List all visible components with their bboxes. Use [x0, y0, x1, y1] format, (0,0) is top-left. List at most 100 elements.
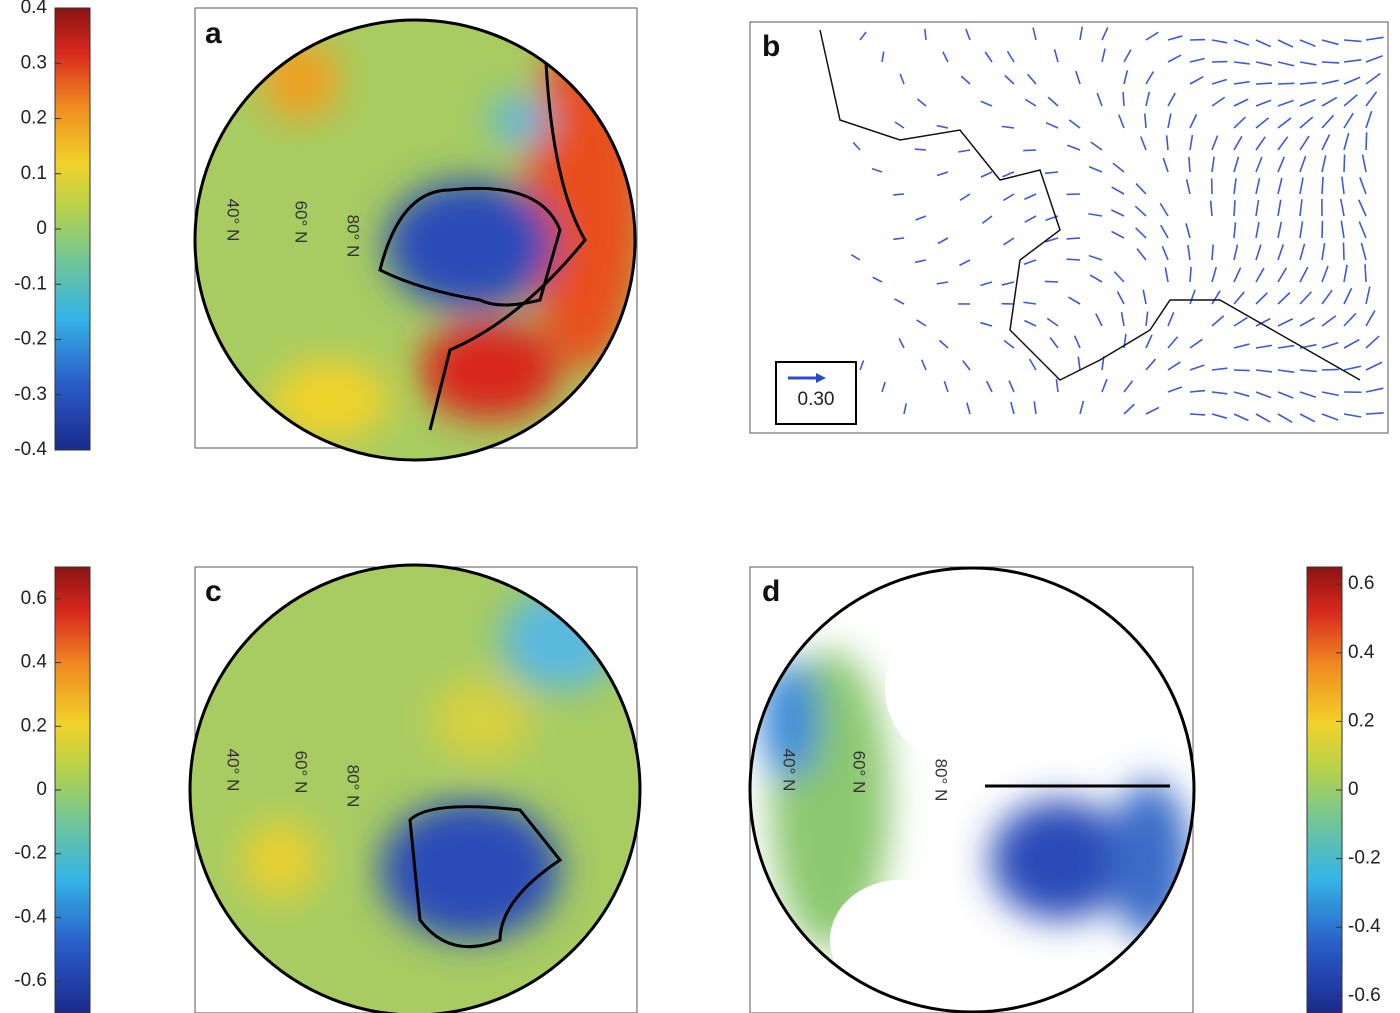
vector-arrow — [1365, 387, 1384, 393]
vector-arrow — [936, 281, 949, 285]
vector-arrow — [962, 360, 971, 371]
vector-arrow — [872, 276, 883, 283]
vector-arrow — [1073, 335, 1081, 349]
vector-arrow — [1113, 271, 1125, 283]
vector-arrow — [1255, 136, 1266, 151]
vector-arrow — [1299, 221, 1304, 239]
vector-arrow — [1145, 334, 1153, 349]
vector-arrow — [1321, 341, 1339, 349]
vector-arrow — [1233, 135, 1243, 151]
vector-arrow — [1343, 413, 1362, 418]
tick-label: 0.2 — [1348, 710, 1374, 731]
latitude-label: 60° N — [850, 751, 869, 794]
tick-label: -0.6 — [1348, 985, 1381, 1006]
tick-label: -0.4 — [14, 439, 47, 460]
vector-arrow — [881, 51, 885, 63]
vector-arrow — [1343, 287, 1353, 305]
vector-arrow — [1343, 112, 1354, 129]
vector-arrow — [1211, 266, 1218, 283]
vector-arrow — [1233, 222, 1237, 239]
vector-arrow — [1255, 244, 1262, 261]
vector-arrow — [1024, 98, 1037, 107]
tick-label: 0 — [36, 779, 47, 800]
vector-arrow — [1116, 291, 1125, 305]
vector-arrow — [1075, 70, 1081, 85]
latitude-label: 80° N — [932, 759, 951, 802]
vector-arrow — [1233, 343, 1250, 349]
vector-arrow — [1255, 82, 1273, 85]
vector-arrow — [1185, 179, 1191, 195]
vector-arrow — [1211, 315, 1225, 327]
vector-arrow — [1277, 39, 1294, 48]
vector-arrow — [1024, 193, 1037, 201]
latitude-label: 60° N — [292, 201, 311, 244]
vector-arrow — [893, 193, 905, 196]
vector-arrow — [1255, 317, 1271, 327]
vector-arrow — [1123, 49, 1132, 63]
vector-arrow — [1277, 82, 1295, 85]
vector-arrow — [1008, 380, 1015, 393]
vector-arrow — [1299, 391, 1317, 399]
vector-arrow — [1343, 132, 1350, 151]
vector-arrow — [1365, 335, 1380, 349]
vector-arrow — [1277, 156, 1286, 173]
vector-arrow — [920, 359, 927, 371]
vector-arrow — [1189, 338, 1203, 349]
vector-arrow — [1211, 367, 1228, 371]
tick-label: -0.6 — [14, 970, 47, 991]
vector-arrow — [1233, 267, 1242, 283]
vector-arrow — [1135, 182, 1147, 195]
vector-arrow — [1055, 378, 1059, 393]
panel-label: a — [205, 17, 222, 50]
vector-arrow — [1032, 27, 1037, 41]
vector-arrow — [1189, 134, 1194, 151]
vector-arrow — [1159, 202, 1169, 217]
vector-arrow — [1233, 244, 1239, 261]
vector-arrow — [1321, 242, 1326, 261]
tick-label: 0 — [1348, 779, 1359, 800]
vector-arrow — [1277, 369, 1295, 374]
vector-arrow — [1211, 156, 1215, 173]
vector-arrow — [1189, 389, 1206, 393]
scale-box — [775, 361, 857, 425]
tick-label: 0.2 — [21, 108, 47, 129]
vector-arrow — [1233, 80, 1250, 85]
vector-arrow — [1001, 281, 1015, 286]
vector-arrow — [1077, 356, 1081, 371]
tick-label: 0.1 — [21, 163, 47, 184]
vector-arrow — [1028, 358, 1037, 371]
vector-arrow — [1233, 116, 1246, 129]
vector-arrow — [899, 73, 905, 85]
vector-arrow — [1233, 291, 1245, 305]
vector-arrow — [1343, 338, 1360, 349]
vector-arrow — [1299, 81, 1317, 85]
vector-arrow — [1053, 49, 1059, 63]
vector-arrow — [1096, 92, 1103, 107]
vector-arrow — [881, 381, 886, 393]
vector-arrow — [1343, 76, 1361, 85]
vector-arrow — [1277, 244, 1285, 261]
vector-arrow — [1365, 132, 1368, 151]
vector-arrow — [1002, 171, 1015, 178]
tick-label: -0.1 — [14, 273, 47, 294]
tick-label: -0.2 — [14, 843, 47, 864]
vector-arrow — [1321, 134, 1331, 151]
vector-arrow — [871, 167, 883, 173]
tick-label: 0.4 — [21, 0, 48, 18]
vector-arrow — [1068, 119, 1081, 129]
vector-arrow — [1365, 310, 1376, 327]
tick-label: 0.2 — [21, 715, 47, 736]
vector-arrow — [1024, 215, 1037, 223]
vector-arrow — [1045, 121, 1059, 129]
vector-arrow — [1211, 290, 1221, 305]
vector-arrow — [852, 141, 861, 151]
vector-arrow — [850, 254, 861, 261]
vector-arrow — [1233, 391, 1250, 397]
vector-arrow — [914, 259, 927, 264]
tick-label: 0.6 — [21, 588, 47, 609]
vector-arrow — [1001, 125, 1015, 129]
vector-arrow — [1255, 39, 1272, 48]
vector-arrow — [1167, 92, 1176, 107]
vector-arrow — [1277, 99, 1294, 107]
vector-arrow — [1255, 344, 1273, 349]
